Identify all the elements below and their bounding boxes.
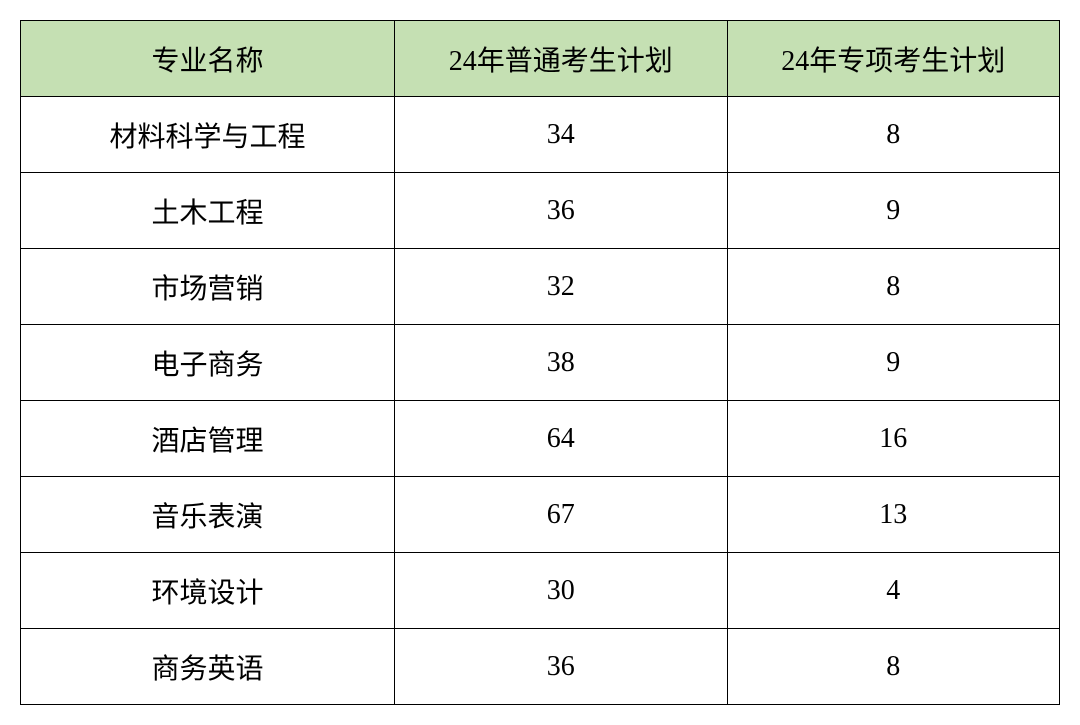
table-row: 市场营销 32 8: [21, 249, 1060, 325]
cell-special-plan: 8: [727, 629, 1060, 705]
cell-major-name: 酒店管理: [21, 401, 395, 477]
cell-regular-plan: 36: [395, 173, 727, 249]
table-row: 材料科学与工程 34 8: [21, 97, 1060, 173]
cell-regular-plan: 32: [395, 249, 727, 325]
cell-special-plan: 13: [727, 477, 1060, 553]
table-row: 电子商务 38 9: [21, 325, 1060, 401]
header-special-plan: 24年专项考生计划: [727, 21, 1060, 97]
table-row: 环境设计 30 4: [21, 553, 1060, 629]
cell-regular-plan: 38: [395, 325, 727, 401]
cell-special-plan: 9: [727, 325, 1060, 401]
cell-special-plan: 4: [727, 553, 1060, 629]
enrollment-table-container: 专业名称 24年普通考生计划 24年专项考生计划 材料科学与工程 34 8 土木…: [20, 20, 1060, 705]
cell-special-plan: 8: [727, 97, 1060, 173]
cell-special-plan: 9: [727, 173, 1060, 249]
cell-regular-plan: 34: [395, 97, 727, 173]
cell-regular-plan: 36: [395, 629, 727, 705]
table-header-row: 专业名称 24年普通考生计划 24年专项考生计划: [21, 21, 1060, 97]
cell-regular-plan: 67: [395, 477, 727, 553]
cell-regular-plan: 64: [395, 401, 727, 477]
header-major-name: 专业名称: [21, 21, 395, 97]
cell-major-name: 环境设计: [21, 553, 395, 629]
cell-special-plan: 8: [727, 249, 1060, 325]
cell-major-name: 材料科学与工程: [21, 97, 395, 173]
table-row: 土木工程 36 9: [21, 173, 1060, 249]
cell-major-name: 土木工程: [21, 173, 395, 249]
cell-major-name: 商务英语: [21, 629, 395, 705]
cell-major-name: 市场营销: [21, 249, 395, 325]
header-regular-plan: 24年普通考生计划: [395, 21, 727, 97]
table-row: 商务英语 36 8: [21, 629, 1060, 705]
table-row: 酒店管理 64 16: [21, 401, 1060, 477]
cell-regular-plan: 30: [395, 553, 727, 629]
enrollment-table: 专业名称 24年普通考生计划 24年专项考生计划 材料科学与工程 34 8 土木…: [20, 20, 1060, 705]
table-row: 音乐表演 67 13: [21, 477, 1060, 553]
cell-major-name: 音乐表演: [21, 477, 395, 553]
cell-special-plan: 16: [727, 401, 1060, 477]
cell-major-name: 电子商务: [21, 325, 395, 401]
